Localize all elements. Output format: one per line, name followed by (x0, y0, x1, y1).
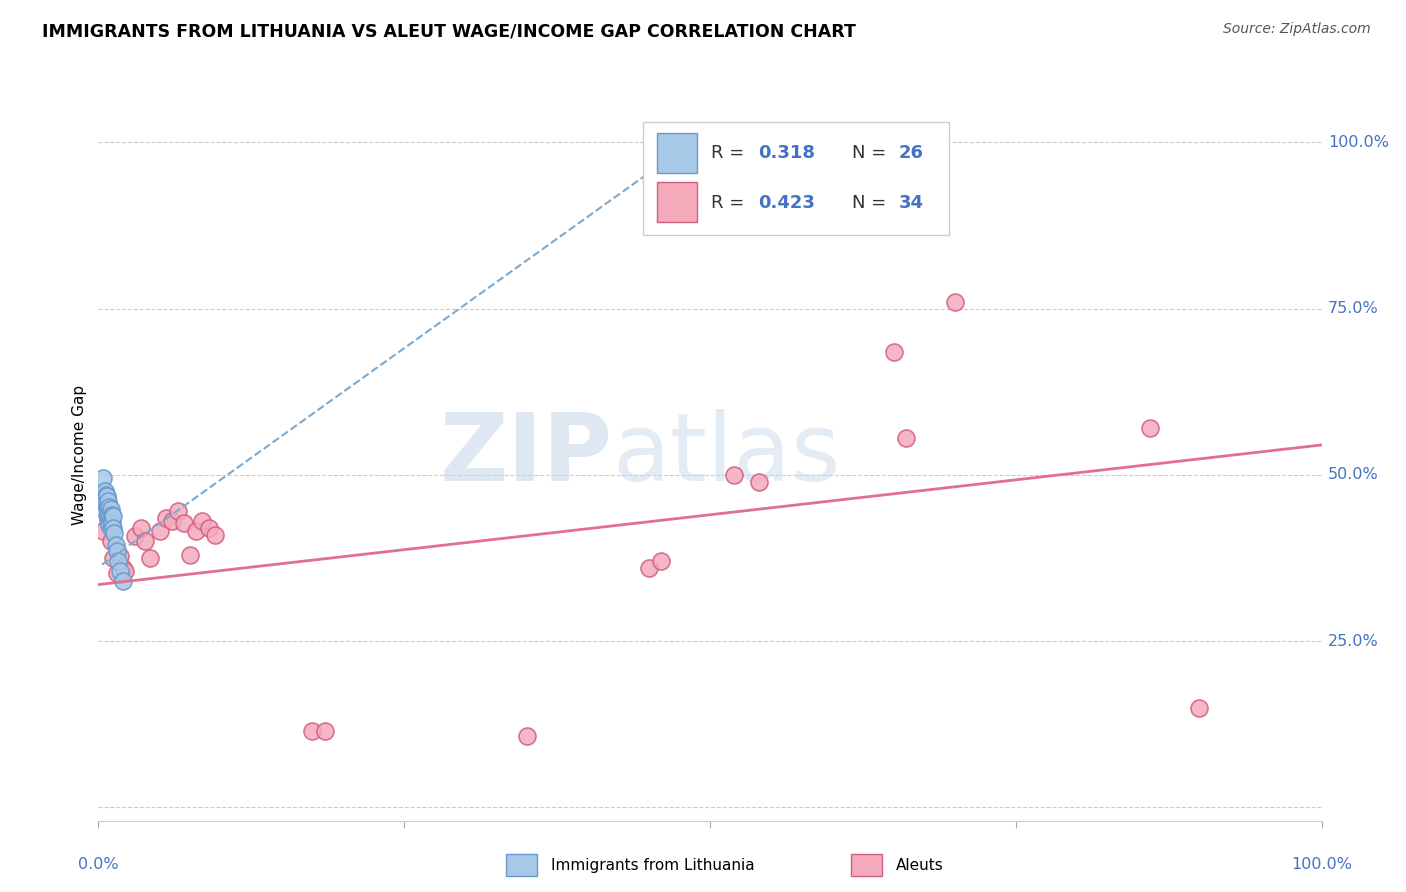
Point (101, 516, 124, 530)
Point (96, 489, 118, 503)
Point (96, 501, 118, 516)
Point (110, 549, 132, 563)
Point (129, 521, 152, 535)
Point (104, 538, 127, 552)
Point (94, 488, 117, 502)
Text: Aleuts: Aleuts (896, 858, 943, 872)
Point (894, 431, 917, 445)
Point (155, 511, 177, 525)
Point (139, 551, 162, 566)
Point (107, 554, 129, 568)
Point (111, 574, 134, 589)
Text: 0.0%: 0.0% (79, 857, 118, 872)
Point (94, 498, 117, 512)
Point (114, 564, 136, 578)
Text: atlas: atlas (612, 409, 841, 501)
Point (101, 509, 124, 524)
Point (105, 544, 128, 558)
Text: 0.318: 0.318 (758, 144, 814, 161)
Point (96, 508, 118, 522)
Point (173, 516, 195, 530)
Text: 100.0%: 100.0% (1327, 135, 1389, 150)
Point (98, 517, 121, 532)
Point (91, 524, 114, 539)
Point (93, 484, 115, 499)
Point (160, 515, 183, 529)
Point (101, 551, 124, 566)
Point (110, 564, 132, 578)
Y-axis label: Wage/Income Gap: Wage/Income Gap (72, 384, 87, 525)
Point (179, 548, 201, 562)
Text: N =: N = (852, 144, 891, 161)
Text: 50.0%: 50.0% (1327, 467, 1378, 483)
Point (91, 471, 114, 485)
Point (883, 344, 905, 359)
Point (124, 529, 146, 543)
Point (723, 467, 745, 482)
Point (301, 723, 323, 738)
Point (149, 524, 172, 539)
Point (167, 504, 190, 518)
Point (515, 729, 537, 743)
Point (101, 508, 124, 522)
Text: 34: 34 (898, 194, 924, 211)
Point (100, 517, 122, 532)
Text: N =: N = (852, 194, 891, 211)
Text: ZIP: ZIP (439, 409, 612, 501)
Text: Source: ZipAtlas.com: Source: ZipAtlas.com (1223, 22, 1371, 37)
Point (111, 561, 134, 575)
Point (191, 515, 214, 529)
Text: 100.0%: 100.0% (1291, 857, 1353, 872)
Point (100, 511, 122, 525)
Point (204, 527, 226, 541)
Text: 75.0%: 75.0% (1327, 301, 1378, 316)
Point (105, 566, 128, 581)
Point (943, 295, 966, 310)
Point (650, 554, 672, 568)
Text: 26: 26 (898, 144, 924, 161)
Point (98, 509, 121, 524)
Point (186, 524, 208, 539)
Text: R =: R = (711, 144, 751, 161)
Bar (658, 133, 696, 173)
Text: 25.0%: 25.0% (1327, 633, 1378, 648)
Text: R =: R = (711, 194, 751, 211)
Bar (658, 182, 696, 222)
Bar (643, 122, 949, 235)
Text: Immigrants from Lithuania: Immigrants from Lithuania (551, 858, 755, 872)
Point (637, 561, 661, 575)
Point (1139, 421, 1161, 435)
Point (100, 534, 122, 549)
Point (1188, 700, 1211, 714)
Text: IMMIGRANTS FROM LITHUANIA VS ALEUT WAGE/INCOME GAP CORRELATION CHART: IMMIGRANTS FROM LITHUANIA VS ALEUT WAGE/… (42, 22, 856, 40)
Point (197, 521, 219, 535)
Point (314, 723, 336, 738)
Point (97, 494, 120, 508)
Point (98, 500, 121, 514)
Point (748, 475, 770, 489)
Text: 0.423: 0.423 (758, 194, 814, 211)
Point (103, 526, 125, 541)
Point (134, 534, 156, 549)
Point (101, 521, 124, 535)
Point (100, 502, 122, 516)
Point (97, 504, 120, 518)
Point (97, 513, 120, 527)
Point (100, 521, 122, 535)
